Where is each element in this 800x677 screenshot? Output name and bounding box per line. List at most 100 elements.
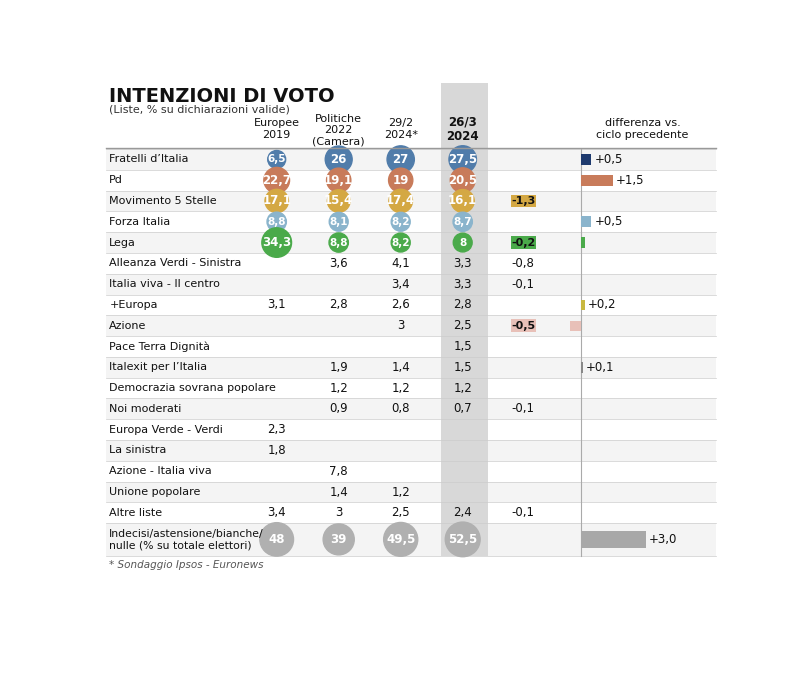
Text: 1,2: 1,2 (391, 485, 410, 498)
Bar (581, 299, 585, 310)
Bar (106, 357, 716, 378)
Text: 49,5: 49,5 (386, 533, 415, 546)
Text: 8,8: 8,8 (330, 238, 348, 248)
Text: 3,4: 3,4 (391, 278, 410, 290)
Text: 2,5: 2,5 (454, 320, 472, 332)
Text: Azione - Italia viva: Azione - Italia viva (110, 466, 212, 476)
Text: 3: 3 (335, 506, 342, 519)
Text: 17,1: 17,1 (262, 194, 291, 207)
Bar (106, 461, 716, 481)
Text: 8,8: 8,8 (267, 217, 286, 227)
Text: INTENZIONI DI VOTO: INTENZIONI DI VOTO (110, 87, 335, 106)
Text: 1,5: 1,5 (454, 361, 472, 374)
Text: Alleanza Verdi - Sinistra: Alleanza Verdi - Sinistra (110, 259, 242, 268)
Bar (106, 253, 716, 274)
Bar (441, 211, 487, 232)
Text: 0,8: 0,8 (391, 402, 410, 416)
Bar (441, 461, 487, 481)
Text: +Europa: +Europa (110, 300, 158, 310)
Circle shape (264, 167, 290, 193)
Text: 27: 27 (393, 153, 409, 166)
Bar (441, 191, 487, 211)
Text: Forza Italia: Forza Italia (110, 217, 170, 227)
Bar (441, 357, 487, 378)
Text: Altre liste: Altre liste (110, 508, 162, 518)
Text: 3,6: 3,6 (330, 257, 348, 270)
Bar (441, 378, 487, 399)
Circle shape (326, 168, 351, 192)
Text: 8: 8 (459, 238, 466, 248)
Bar (106, 378, 716, 399)
Bar (570, 320, 581, 331)
Circle shape (268, 150, 286, 169)
Bar (106, 419, 716, 440)
Circle shape (327, 190, 350, 213)
Text: 3,3: 3,3 (454, 278, 472, 290)
Text: Indecisi/astensione/bianche/
nulle (% su totale elettori): Indecisi/astensione/bianche/ nulle (% su… (110, 529, 264, 550)
Bar (441, 419, 487, 440)
Text: 1,4: 1,4 (330, 485, 348, 498)
Bar (441, 294, 487, 315)
Text: 1,4: 1,4 (391, 361, 410, 374)
Text: +1,5: +1,5 (616, 174, 645, 187)
Bar (441, 399, 487, 419)
Text: 2,5: 2,5 (391, 506, 410, 519)
Text: -0,8: -0,8 (512, 257, 534, 270)
Bar (441, 481, 487, 502)
Bar (510, 320, 535, 332)
Circle shape (262, 227, 291, 257)
Text: +0,2: +0,2 (588, 299, 617, 311)
Circle shape (451, 190, 474, 213)
Text: Italexit per l’Italia: Italexit per l’Italia (110, 362, 207, 372)
Text: Pd: Pd (110, 175, 123, 185)
Text: -0,1: -0,1 (512, 506, 534, 519)
Text: Fratelli d’Italia: Fratelli d’Italia (110, 154, 189, 165)
Text: 20,5: 20,5 (448, 174, 478, 187)
Text: 26: 26 (330, 153, 347, 166)
Text: 8,2: 8,2 (391, 238, 410, 248)
Bar (106, 440, 716, 461)
Text: 29/2
2024*: 29/2 2024* (384, 118, 418, 139)
Text: 3,1: 3,1 (267, 299, 286, 311)
Text: 19,1: 19,1 (324, 174, 354, 187)
Text: -0,2: -0,2 (511, 238, 535, 248)
Text: 1,2: 1,2 (454, 382, 472, 395)
Circle shape (391, 213, 410, 232)
Bar (106, 481, 716, 502)
Bar (441, 83, 487, 149)
Text: Europee
2019: Europee 2019 (254, 118, 300, 139)
Circle shape (446, 522, 480, 556)
Bar (581, 175, 613, 185)
Text: 22,7: 22,7 (262, 174, 291, 187)
Text: 15,4: 15,4 (324, 194, 354, 207)
Circle shape (450, 168, 475, 192)
Text: 48: 48 (269, 533, 285, 546)
Circle shape (387, 146, 414, 173)
Bar (106, 523, 716, 556)
Bar (441, 523, 487, 556)
Bar (441, 315, 487, 336)
Text: +0,5: +0,5 (594, 153, 623, 166)
Text: Europa Verde - Verdi: Europa Verde - Verdi (110, 424, 223, 435)
Text: 39: 39 (330, 533, 347, 546)
Bar (441, 440, 487, 461)
Text: 19: 19 (393, 174, 409, 187)
Text: * Sondaggio Ipsos - Euronews: * Sondaggio Ipsos - Euronews (110, 560, 264, 570)
Text: 8,1: 8,1 (330, 217, 348, 227)
Bar (106, 294, 716, 315)
Text: Italia viva - Il centro: Italia viva - Il centro (110, 279, 220, 289)
Circle shape (389, 190, 413, 213)
Text: 1,8: 1,8 (267, 444, 286, 457)
Text: 2,3: 2,3 (267, 423, 286, 436)
Text: Movimento 5 Stelle: Movimento 5 Stelle (110, 196, 217, 206)
Text: +3,0: +3,0 (649, 533, 677, 546)
Text: 2,6: 2,6 (391, 299, 410, 311)
Text: 16,1: 16,1 (448, 194, 478, 207)
Text: +0,5: +0,5 (594, 215, 623, 228)
Circle shape (260, 523, 294, 556)
Bar (106, 336, 716, 357)
Text: 1,9: 1,9 (330, 361, 348, 374)
Text: 34,3: 34,3 (262, 236, 291, 249)
Text: 8,2: 8,2 (391, 217, 410, 227)
Text: 1,5: 1,5 (454, 340, 472, 353)
